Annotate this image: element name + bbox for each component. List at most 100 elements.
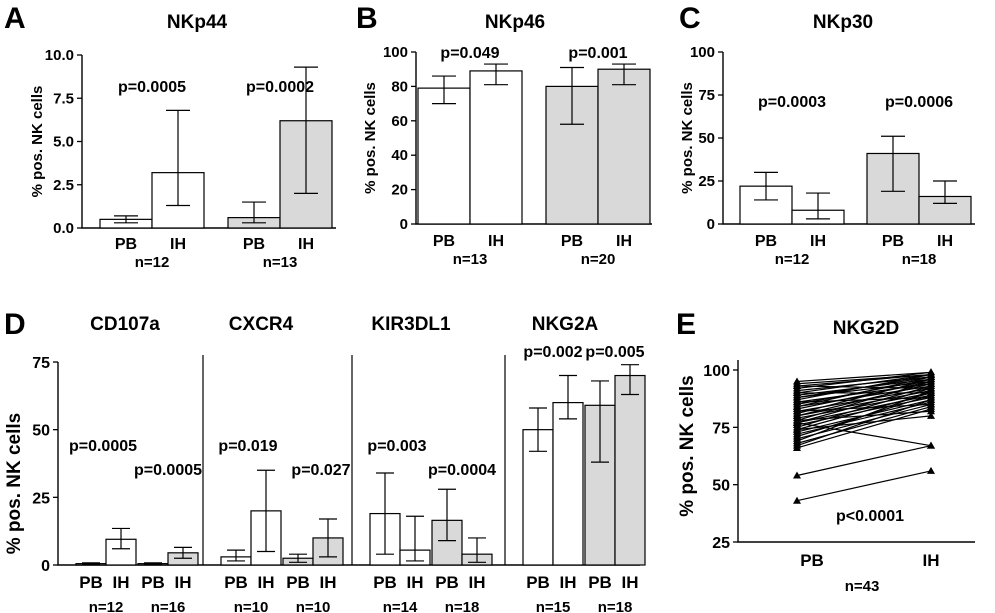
paired-line bbox=[796, 378, 932, 415]
panel-e: E NKG2D % pos. NK cells 25 50 75 100 PB IH n=43 p<… bbox=[676, 308, 975, 595]
p-value: p=0.0004 bbox=[428, 462, 496, 479]
x-tick-label: IH bbox=[810, 233, 826, 250]
x-tick-label: IH bbox=[298, 236, 314, 253]
bar bbox=[417, 87, 471, 225]
chart-title: NKp46 bbox=[485, 12, 545, 33]
error-bar bbox=[112, 527, 130, 550]
y-tick-label: 50 bbox=[712, 478, 730, 495]
x-tick-label: IH bbox=[113, 573, 130, 592]
p-value: p=0.0006 bbox=[885, 94, 953, 111]
x-tick-label: PB bbox=[115, 236, 137, 253]
error-bar bbox=[933, 180, 957, 204]
paired-line bbox=[796, 385, 932, 389]
y-axis-label: % pos. NK cells bbox=[362, 82, 379, 194]
data-point bbox=[793, 443, 801, 451]
chart-title: NKG2D bbox=[833, 318, 900, 339]
n-label: n=18 bbox=[445, 599, 480, 613]
p-value: p=0.0005 bbox=[69, 438, 137, 455]
error-bar bbox=[484, 63, 508, 86]
data-point bbox=[793, 398, 801, 406]
x-tick-label: PB bbox=[588, 573, 612, 592]
y-tick-label: 7.5 bbox=[53, 90, 74, 107]
data-point bbox=[927, 388, 935, 396]
p-value: p=0.0005 bbox=[134, 462, 202, 479]
panel-d: D % pos. NK cells 0 25 50 75 CD107a PB IH n=12 p=0… bbox=[4, 308, 646, 613]
paired-line bbox=[796, 415, 932, 431]
y-tick-label: 25 bbox=[698, 173, 715, 190]
n-label: n=10 bbox=[296, 599, 331, 613]
panel-letter: D bbox=[4, 308, 26, 341]
y-axis-label: % pos. NK cells bbox=[679, 82, 696, 194]
y-tick-label: 100 bbox=[383, 44, 408, 61]
error-bar bbox=[82, 562, 100, 565]
n-label: n=10 bbox=[234, 599, 269, 613]
data-point bbox=[927, 377, 935, 385]
data-point bbox=[793, 407, 801, 415]
x-tick-label: IH bbox=[560, 573, 577, 592]
error-bar bbox=[174, 546, 192, 559]
error-bar bbox=[881, 135, 905, 192]
paired-line bbox=[796, 403, 932, 412]
error-bar bbox=[114, 215, 138, 224]
paired-line bbox=[796, 445, 932, 477]
error-bar bbox=[612, 63, 636, 86]
p-value: p=0.027 bbox=[291, 462, 350, 479]
y-tick-label: 0 bbox=[41, 558, 50, 575]
x-tick-label: PB bbox=[141, 573, 165, 592]
chart-title: NKp44 bbox=[167, 12, 228, 33]
y-tick-label: 60 bbox=[391, 113, 408, 130]
p-value: p=0.002 bbox=[523, 344, 582, 361]
x-tick-label: PB bbox=[79, 573, 103, 592]
error-bar bbox=[621, 364, 639, 396]
panel-letter: A bbox=[4, 2, 26, 35]
p-value: p=0.049 bbox=[440, 45, 499, 62]
data-point bbox=[793, 496, 801, 504]
paired-line bbox=[796, 470, 932, 502]
y-tick-label: 100 bbox=[690, 44, 715, 61]
x-tick-label: IH bbox=[622, 573, 639, 592]
y-tick-label: 5.0 bbox=[53, 134, 74, 151]
y-axis-label: % pos. NK cells bbox=[4, 413, 25, 555]
n-label: n=13 bbox=[263, 254, 298, 271]
y-tick-label: 75 bbox=[712, 420, 730, 437]
paired-line bbox=[796, 408, 932, 449]
n-label: n=16 bbox=[151, 599, 186, 613]
n-label: n=18 bbox=[598, 599, 633, 613]
y-tick-label: 50 bbox=[698, 130, 715, 147]
paired-line bbox=[796, 380, 932, 399]
error-bar bbox=[806, 192, 830, 220]
error-bar bbox=[144, 562, 162, 565]
x-tick-label: PB bbox=[433, 233, 455, 250]
x-tick-label: IH bbox=[320, 573, 337, 592]
error-bar bbox=[529, 407, 547, 452]
p-value: p=0.003 bbox=[367, 438, 426, 455]
y-tick-label: 10.0 bbox=[45, 47, 74, 64]
error-bar bbox=[591, 380, 609, 463]
p-value: p=0.0002 bbox=[246, 79, 314, 96]
x-tick-label: PB bbox=[755, 233, 777, 250]
section-title: KIR3DL1 bbox=[371, 314, 451, 335]
section-title: CD107a bbox=[90, 314, 160, 335]
data-point bbox=[927, 441, 935, 449]
data-point bbox=[793, 418, 801, 426]
p-value: p=0.001 bbox=[568, 45, 627, 62]
x-tick-label: IH bbox=[469, 573, 486, 592]
x-tick-label: PB bbox=[224, 573, 248, 592]
p-value: p=0.0005 bbox=[118, 79, 186, 96]
error-bar bbox=[294, 66, 318, 194]
n-label: n=13 bbox=[453, 251, 488, 268]
paired-line bbox=[796, 422, 932, 447]
paired-line bbox=[796, 373, 932, 394]
n-label: n=15 bbox=[536, 599, 571, 613]
error-bar bbox=[468, 537, 486, 563]
data-point bbox=[927, 384, 935, 392]
n-label: n=14 bbox=[383, 599, 418, 613]
error-bar bbox=[289, 553, 307, 563]
y-tick-label: 100 bbox=[703, 363, 730, 380]
paired-line bbox=[796, 380, 932, 410]
x-tick-label: PB bbox=[373, 573, 397, 592]
paired-line bbox=[796, 385, 932, 424]
n-label: n=12 bbox=[775, 251, 810, 268]
n-label: n=43 bbox=[845, 578, 880, 595]
